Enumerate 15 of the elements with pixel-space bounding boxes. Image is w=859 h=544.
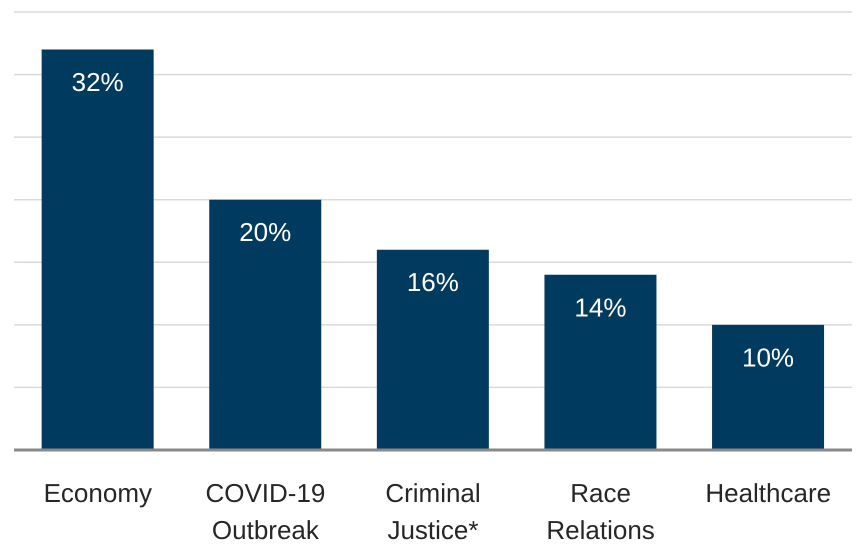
x-tick-label: Race Relations — [546, 478, 655, 544]
bar — [376, 250, 489, 450]
bar — [209, 200, 322, 450]
bar — [544, 274, 656, 450]
data-label: 16% — [406, 267, 459, 298]
x-tick-label: Healthcare — [705, 478, 832, 508]
data-label: 20% — [239, 217, 292, 248]
x-tick-label: Criminal Justice* — [385, 478, 481, 544]
data-label: 14% — [574, 292, 626, 322]
data-label: 32% — [72, 67, 124, 98]
data-label: 10% — [742, 342, 794, 372]
x-tick-label: Economy — [44, 478, 152, 508]
x-tick-label: COVID-19 Outbreak — [205, 478, 326, 544]
bar — [42, 50, 154, 450]
bar — [712, 324, 824, 450]
